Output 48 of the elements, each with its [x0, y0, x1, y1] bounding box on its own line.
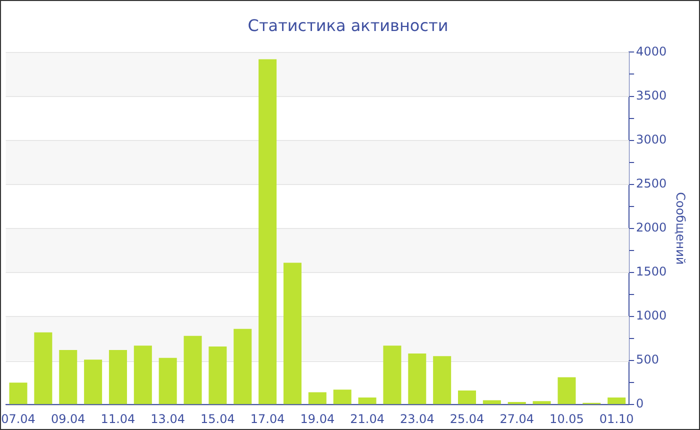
- bar: [408, 354, 426, 404]
- y-tick-label: 1500: [636, 264, 667, 279]
- bar: [532, 401, 551, 404]
- bar: [34, 332, 52, 404]
- x-tick-label: 23.04: [400, 412, 434, 426]
- bar: [383, 346, 402, 404]
- bar: [108, 350, 127, 404]
- x-tick-label: 21.04: [350, 412, 384, 426]
- bar: [358, 398, 376, 404]
- bar: [283, 262, 302, 404]
- bar: [9, 382, 28, 404]
- bar: [458, 390, 476, 404]
- x-tick-label: 09.04: [50, 412, 86, 426]
- bar: [158, 358, 177, 404]
- bar: [482, 400, 501, 404]
- x-tick-label: 01.10: [599, 412, 634, 426]
- x-tick-label: 27.04: [500, 412, 534, 426]
- bar: [184, 336, 202, 404]
- bar: [59, 350, 78, 404]
- chart-title: Статистика активности: [248, 16, 448, 35]
- bar: [258, 59, 277, 404]
- y-tick-label: 500: [636, 352, 659, 367]
- bar: [308, 392, 326, 404]
- x-tick-label: 11.04: [100, 412, 136, 426]
- bar: [208, 346, 227, 404]
- x-tick-label: 25.04: [450, 412, 484, 426]
- y-tick-label: 2500: [636, 176, 667, 190]
- x-tick-label: 13.04: [150, 412, 186, 426]
- bar: [433, 356, 452, 404]
- y-tick-label: 1000: [636, 308, 667, 323]
- y-tick-label: 4000: [636, 44, 667, 58]
- x-tick-label: 19.04: [300, 412, 335, 426]
- x-tick-label: 15.04: [200, 412, 235, 426]
- bar: [558, 377, 576, 404]
- y-tick-label: 3000: [636, 132, 667, 146]
- bar: [333, 390, 352, 404]
- y-tick-label: 0: [636, 396, 644, 411]
- x-tick-label: 17.04: [250, 412, 285, 426]
- bar: [608, 398, 626, 404]
- y-tick-label: 3500: [636, 88, 667, 102]
- x-tick-label: 07.04: [1, 412, 36, 426]
- y-tick-label: 2000: [636, 220, 667, 235]
- x-tick-label: 10.05: [550, 412, 584, 426]
- bar: [234, 328, 252, 404]
- bar: [84, 360, 102, 404]
- bar: [134, 346, 152, 404]
- y-axis-title: Сообщений: [674, 192, 688, 265]
- bar: [508, 402, 526, 404]
